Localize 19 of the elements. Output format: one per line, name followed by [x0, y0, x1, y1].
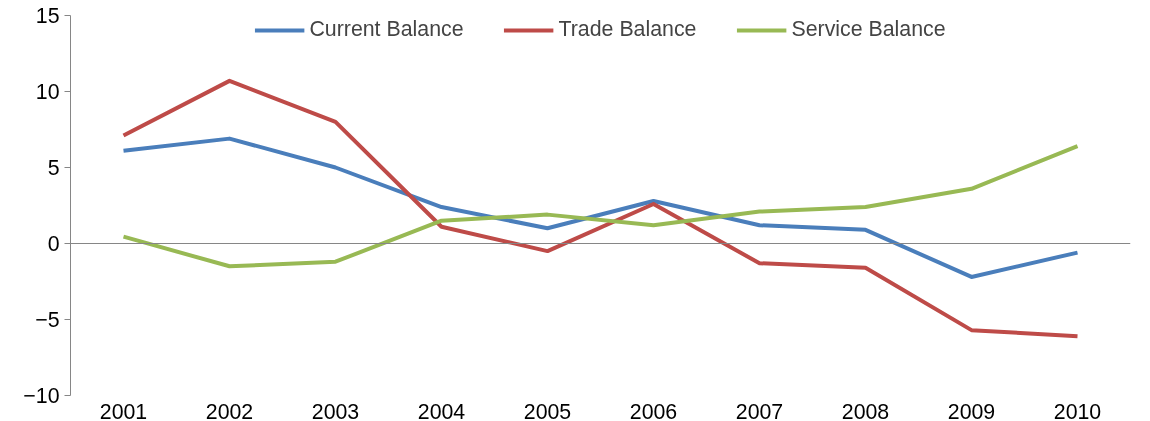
- x-tick-label: 2009: [947, 399, 996, 421]
- legend-label: Current Balance: [309, 17, 464, 42]
- x-tick-label: 2001: [99, 399, 148, 421]
- x-tick-label: 2004: [417, 399, 466, 421]
- y-tick-label: 5: [47, 156, 60, 180]
- y-tick-label: −5: [35, 308, 60, 332]
- x-tick-label: 2006: [629, 399, 678, 421]
- y-tick-label: 15: [35, 4, 60, 28]
- legend-label: Service Balance: [791, 17, 946, 42]
- legend-label: Trade Balance: [558, 17, 697, 42]
- x-tick-label: 2008: [841, 399, 890, 421]
- y-tick-label: 10: [35, 80, 60, 104]
- x-tick-label: 2010: [1053, 399, 1102, 421]
- y-tick-label: −10: [23, 384, 60, 408]
- x-tick-label: 2007: [735, 399, 784, 421]
- x-tick-label: 2002: [205, 399, 254, 421]
- y-tick-label: 0: [47, 232, 60, 256]
- x-tick-label: 2005: [523, 399, 572, 421]
- x-tick-label: 2003: [311, 399, 360, 421]
